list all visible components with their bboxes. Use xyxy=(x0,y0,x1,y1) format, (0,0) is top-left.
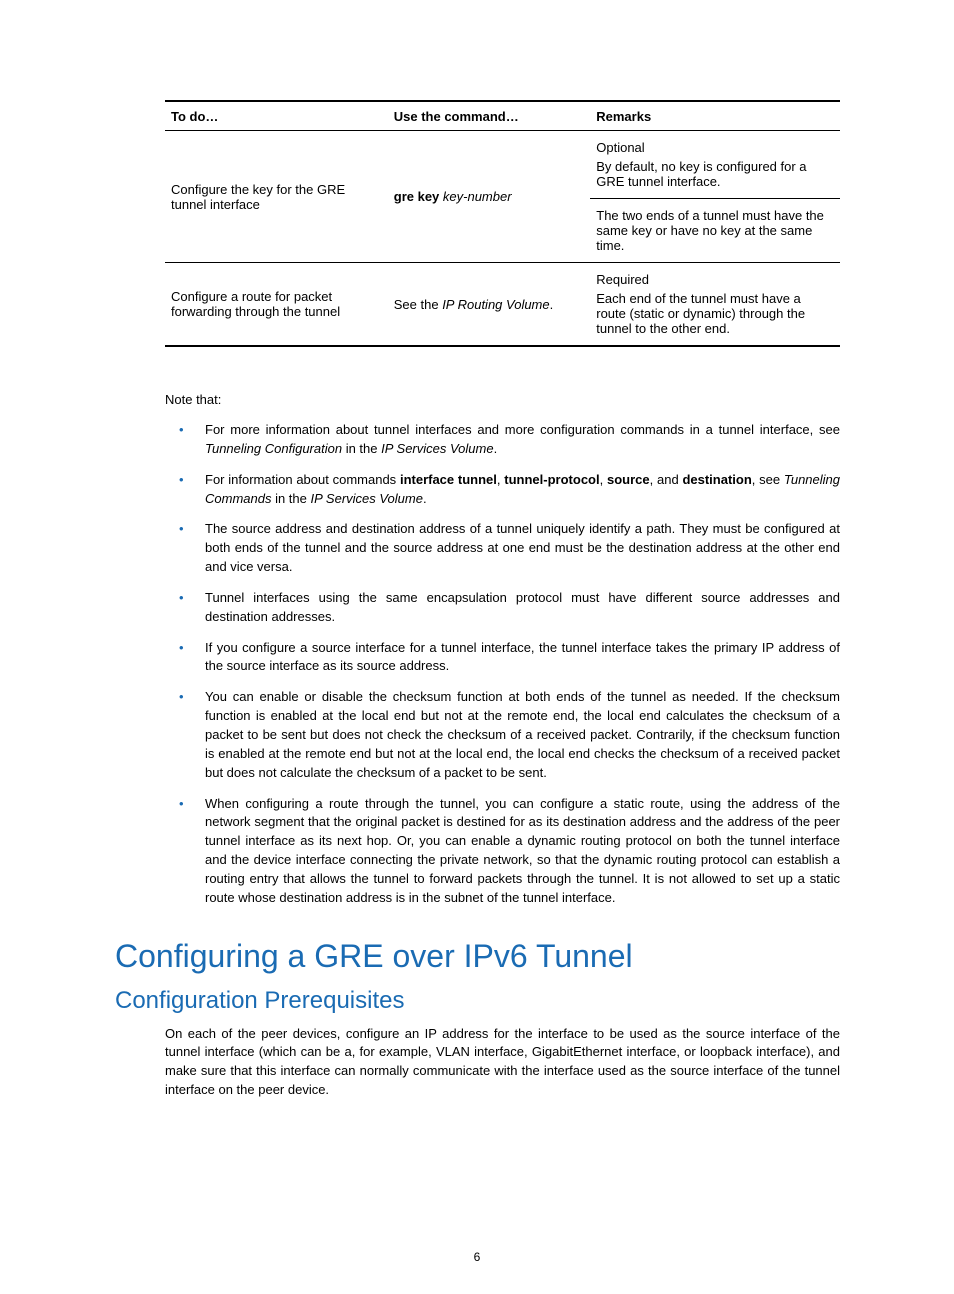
remark-line: Optional xyxy=(596,140,834,155)
cell-todo: Configure the key for the GRE tunnel int… xyxy=(165,131,388,263)
text-run: in the xyxy=(342,441,381,456)
note-that-label: Note that: xyxy=(165,392,840,407)
cmd-arg: key-number xyxy=(439,189,511,204)
heading-1: Configuring a GRE over IPv6 Tunnel xyxy=(115,938,840,975)
cmd-keyword: gre key xyxy=(394,189,440,204)
col-header-remarks: Remarks xyxy=(590,101,840,131)
cell-todo: Configure a route for packet forwarding … xyxy=(165,263,388,347)
cell-remarks: Required Each end of the tunnel must hav… xyxy=(590,263,840,347)
text-run: in the xyxy=(271,491,310,506)
list-item: For more information about tunnel interf… xyxy=(165,421,840,459)
list-item: You can enable or disable the checksum f… xyxy=(165,688,840,782)
text-run: , see xyxy=(752,472,784,487)
text-run: , and xyxy=(650,472,683,487)
text-bold: interface tunnel xyxy=(400,472,497,487)
cell-remarks: The two ends of a tunnel must have the s… xyxy=(590,199,840,263)
cell-command: gre key key-number xyxy=(388,131,591,263)
table-header-row: To do… Use the command… Remarks xyxy=(165,101,840,131)
list-item: For information about commands interface… xyxy=(165,471,840,509)
remark-line: Each end of the tunnel must have a route… xyxy=(596,291,834,336)
cell-remarks: Optional By default, no key is configure… xyxy=(590,131,840,199)
list-item: The source address and destination addre… xyxy=(165,520,840,577)
text-bold: tunnel-protocol xyxy=(504,472,599,487)
remark-line: By default, no key is configured for a G… xyxy=(596,159,834,189)
text-run: , xyxy=(600,472,607,487)
heading-2: Configuration Prerequisites xyxy=(115,987,840,1015)
table-row: Configure the key for the GRE tunnel int… xyxy=(165,131,840,199)
remark-line: Required xyxy=(596,272,834,287)
cell-command: See the IP Routing Volume. xyxy=(388,263,591,347)
text-italic: IP Services Volume xyxy=(311,491,423,506)
remark-line: The two ends of a tunnel must have the s… xyxy=(596,208,834,253)
list-item: Tunnel interfaces using the same encapsu… xyxy=(165,589,840,627)
list-item: If you configure a source interface for … xyxy=(165,639,840,677)
cmd-text-post: . xyxy=(550,297,554,312)
notes-list: For more information about tunnel interf… xyxy=(165,421,840,908)
text-bold: destination xyxy=(682,472,751,487)
text-italic: Tunneling Configuration xyxy=(205,441,342,456)
text-run: For more information about tunnel interf… xyxy=(205,422,840,437)
text-run: . xyxy=(494,441,498,456)
body-paragraph: On each of the peer devices, configure a… xyxy=(165,1025,840,1100)
command-table: To do… Use the command… Remarks Configur… xyxy=(165,100,840,347)
col-header-command: Use the command… xyxy=(388,101,591,131)
document-page: To do… Use the command… Remarks Configur… xyxy=(0,0,954,1294)
text-run: . xyxy=(423,491,427,506)
text-run: For information about commands xyxy=(205,472,400,487)
cmd-text-pre: See the xyxy=(394,297,442,312)
table-row: Configure a route for packet forwarding … xyxy=(165,263,840,347)
list-item: When configuring a route through the tun… xyxy=(165,795,840,908)
page-number: 6 xyxy=(0,1250,954,1264)
col-header-todo: To do… xyxy=(165,101,388,131)
text-italic: IP Services Volume xyxy=(381,441,493,456)
text-bold: source xyxy=(607,472,650,487)
cmd-italic: IP Routing Volume xyxy=(442,297,549,312)
